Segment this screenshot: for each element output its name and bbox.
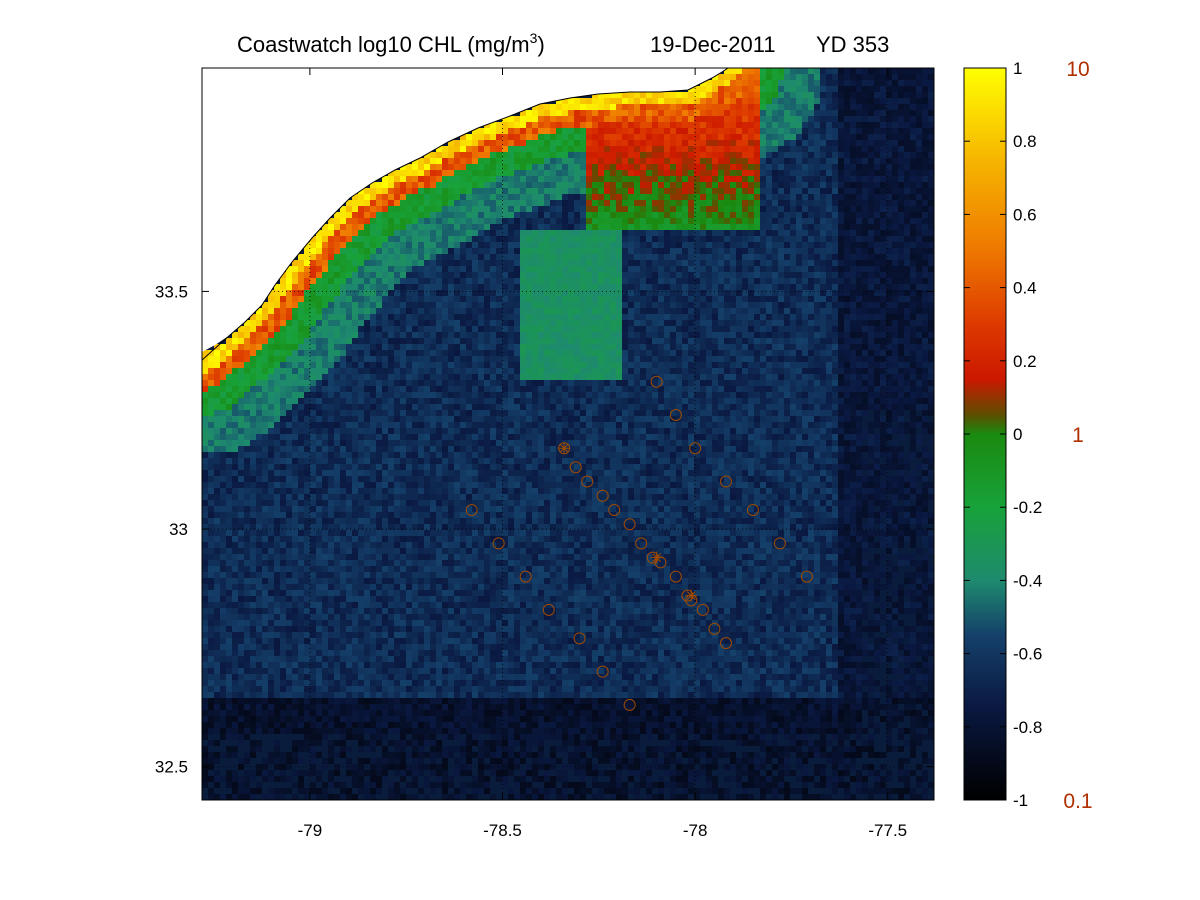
coastline	[202, 68, 729, 361]
station-marker	[719, 475, 732, 488]
colorbar-tick-label: 0	[1013, 425, 1022, 444]
station-markers	[465, 375, 813, 711]
station-star-marker	[685, 589, 698, 602]
colorbar-tick-label: -0.2	[1013, 498, 1042, 517]
station-marker	[569, 461, 582, 474]
x-tick-label: -78.5	[483, 821, 522, 840]
map-axes: -79 -78.5 -78 -77.5 32.5 33 33.5	[155, 68, 934, 840]
colorbar-axes: 1 0.8 0.6 0.4 0.2 0 -0.2 -0.4 -0.6 -0.8 -1 10 1 0.1	[964, 58, 1093, 813]
colorbar-tick-label: 0.4	[1013, 279, 1037, 298]
colorbar-tick-label: -0.4	[1013, 571, 1042, 590]
station-marker	[596, 665, 609, 678]
colorbar-tick-label: 0.2	[1013, 352, 1037, 371]
station-marker	[654, 556, 667, 569]
station-marker	[581, 475, 594, 488]
station-marker	[669, 408, 682, 421]
station-marker	[689, 442, 702, 455]
station-marker	[669, 570, 682, 583]
station-marker	[596, 489, 609, 502]
chlorophyll-map	[202, 68, 934, 800]
station-star-marker	[650, 551, 663, 564]
station-marker	[573, 632, 586, 645]
station-star-marker	[558, 442, 571, 455]
station-marker	[800, 570, 813, 583]
colorbar-concentration-label: 1	[1072, 424, 1084, 447]
y-tick-label: 33	[169, 520, 188, 539]
station-marker	[608, 504, 621, 517]
map-frame	[201, 67, 935, 801]
x-tick-label: -79	[298, 821, 323, 840]
colorbar	[963, 67, 1007, 801]
y-tick-label: 33.5	[155, 282, 188, 301]
colorbar-tick-label: 0.8	[1013, 132, 1037, 151]
station-marker	[696, 603, 709, 616]
station-marker	[746, 504, 759, 517]
colorbar-tick-label: 1	[1013, 59, 1022, 78]
colorbar-tick-label: 0.6	[1013, 205, 1037, 224]
station-marker	[650, 375, 663, 388]
y-tick-label: 32.5	[155, 758, 188, 777]
coastline-line	[202, 68, 729, 361]
land-area	[202, 68, 728, 352]
chart-title: Coastwatch log10 CHL (mg/m3)	[237, 30, 545, 57]
station-marker	[519, 570, 532, 583]
colorbar-concentration-label: 10	[1066, 58, 1089, 81]
station-marker	[623, 698, 636, 711]
chart-yearday: YD 353	[816, 32, 889, 57]
station-marker	[623, 518, 636, 531]
station-marker	[773, 537, 786, 550]
station-marker	[708, 622, 721, 635]
colorbar-tick-label: -0.8	[1013, 718, 1042, 737]
colorbar-tick-label: -1	[1013, 791, 1028, 810]
station-marker	[719, 637, 732, 650]
x-tick-label: -78	[683, 821, 708, 840]
colorbar-tick-label: -0.6	[1013, 645, 1042, 664]
colorbar-concentration-label: 0.1	[1063, 790, 1092, 813]
station-marker	[465, 504, 478, 517]
station-marker	[542, 603, 555, 616]
station-marker	[492, 537, 505, 550]
x-tick-label: -77.5	[868, 821, 907, 840]
station-marker	[635, 537, 648, 550]
chart-date: 19-Dec-2011	[650, 32, 776, 57]
